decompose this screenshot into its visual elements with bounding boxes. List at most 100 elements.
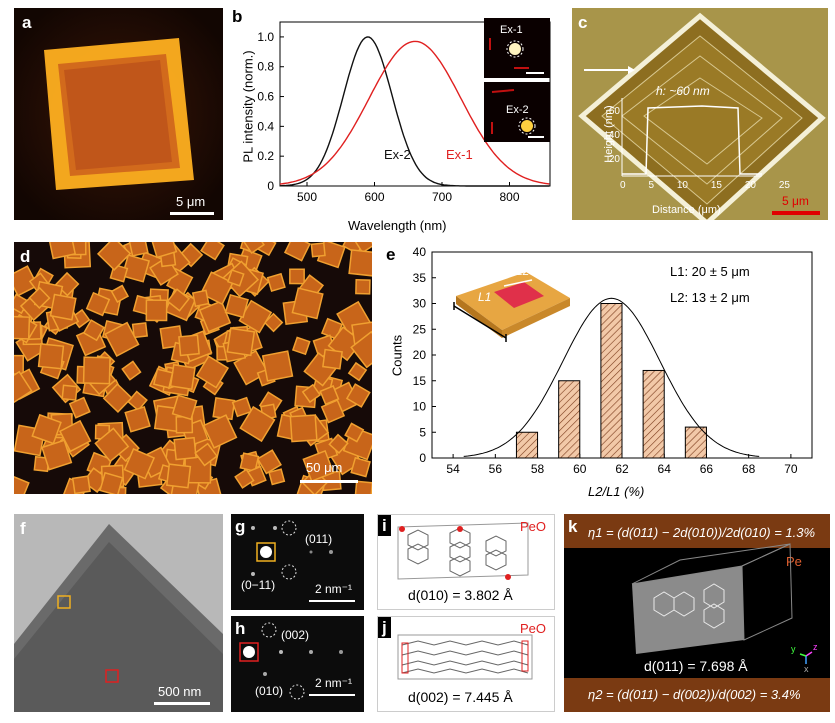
panel-a: a 5 μm xyxy=(14,8,223,220)
x-tick-label: 500 xyxy=(297,190,317,204)
pl-spectrum-chart: 500 600 700 800 0 0.2 0.4 0.6 0.8 1.0 xyxy=(257,21,551,204)
panel-label-h: h xyxy=(235,619,246,638)
panel-label-e: e xyxy=(386,245,396,264)
inset-ex1-label: Ex-1 xyxy=(500,24,523,36)
x-tick-label: 70 xyxy=(784,462,798,476)
y-axis-label: PL intensity (norm.) xyxy=(240,50,256,163)
histogram-bar xyxy=(558,380,581,459)
scale-bar-label: 2 nm⁻¹ xyxy=(315,676,353,690)
scale-bar xyxy=(309,694,355,696)
x-tick-label: 58 xyxy=(531,462,545,476)
panel-g-saed xyxy=(251,520,333,580)
inset-ex1: Ex-1 xyxy=(484,18,550,78)
scale-bar xyxy=(154,702,210,705)
x-axis-label: Wavelength (nm) xyxy=(348,218,447,233)
inset-ex2-label: Ex-2 xyxy=(506,104,529,116)
c-x-axis-label: Distance (μm) xyxy=(652,204,721,216)
series-line-ex-1 xyxy=(279,40,550,185)
panel-c-afm xyxy=(572,8,828,220)
panel-j: j PeO d(002) = 7.445 Å xyxy=(377,616,555,712)
panel-j-structure xyxy=(397,634,533,680)
spot-label-011: (011) xyxy=(305,532,333,546)
panel-label-k: k xyxy=(568,517,578,536)
c-xtick: 15 xyxy=(710,180,722,191)
c-ytick: 20 xyxy=(608,154,620,165)
c-xtick: 5 xyxy=(648,180,654,191)
histogram-bar xyxy=(600,303,623,459)
panel-label-c: c xyxy=(578,13,588,32)
y-tick-label: 0.2 xyxy=(257,149,274,163)
histogram-bar xyxy=(684,426,707,459)
y-tick-label: 5 xyxy=(419,425,426,439)
plot-frame xyxy=(279,21,551,187)
gaussian-fit-line xyxy=(463,297,760,457)
l2-stat: L2: 13 ± 2 μm xyxy=(670,290,750,305)
d-spacing-label: d(002) = 7.445 Å xyxy=(408,689,513,705)
x-tick-label: 700 xyxy=(432,190,452,204)
d-spacing-label: d(010) = 3.802 Å xyxy=(408,587,513,603)
e-y-axis-label: Counts xyxy=(389,334,405,377)
c-y-ticks: 60 40 20 xyxy=(608,100,620,172)
x-tick-label: 54 xyxy=(446,462,460,476)
c-x-ticks: 0 5 10 15 20 25 xyxy=(620,180,790,191)
panel-d: d 50 μm xyxy=(14,242,372,494)
scale-bar xyxy=(170,212,214,215)
c-ytick: 40 xyxy=(608,130,620,141)
inset-l1: L1 xyxy=(478,290,492,304)
eq2-band xyxy=(564,678,830,712)
curve-label-ex2: Ex-2 xyxy=(384,147,411,162)
c-ytick: 60 xyxy=(608,106,620,117)
panel-c: c h: ~60 nm Height (nm) Distance (μm) 60… xyxy=(572,8,828,220)
y-tick-label: 25 xyxy=(413,322,427,336)
y-tick-label: 1.0 xyxy=(257,30,274,44)
x-tick-label: 68 xyxy=(742,462,756,476)
y-tick-label: 30 xyxy=(413,297,427,311)
c-xtick: 25 xyxy=(778,180,790,191)
x-tick-label: 62 xyxy=(615,462,629,476)
molecule-tag: PeO xyxy=(520,621,547,636)
panel-k-structure xyxy=(631,543,813,664)
y-tick-label: 10 xyxy=(413,400,427,414)
series-line-ex-2 xyxy=(279,36,550,187)
panel-b: b 500 600 700 800 0 0.2 0.4 0.6 0.8 1.0 PL intens… xyxy=(228,4,564,236)
spot-label-010: (010) xyxy=(255,684,284,698)
panel-g: g (011) (0−11) 2 nm⁻¹ xyxy=(231,514,364,610)
panel-label-d: d xyxy=(20,247,31,266)
y-tick-label: 0 xyxy=(419,451,426,465)
scale-bar-label: 2 nm⁻¹ xyxy=(315,582,353,596)
strain-eq-2: η2 = (d(011) − d(002))/d(002) = 3.4% xyxy=(588,687,801,702)
x-tick-label: 600 xyxy=(364,190,384,204)
inset-l2: L2 xyxy=(516,264,530,278)
c-xtick: 0 xyxy=(620,180,626,191)
height-annotation: h: ~60 nm xyxy=(656,84,710,98)
molecule-tag: PeO xyxy=(520,519,547,534)
scale-bar-label: 5 μm xyxy=(782,194,809,208)
panel-label-i: i xyxy=(378,515,391,536)
y-tick-label: 15 xyxy=(413,374,427,388)
d-spacing-label: d(011) = 7.698 Å xyxy=(644,658,748,674)
inset-ex2-image xyxy=(491,89,544,138)
c-xtick: 20 xyxy=(744,180,756,191)
histogram-bar xyxy=(642,369,665,459)
x-tick-label: 56 xyxy=(489,462,503,476)
inset-ex2: Ex-2 xyxy=(484,82,550,142)
panel-label-f: f xyxy=(20,519,26,538)
panel-label-b: b xyxy=(232,7,243,26)
inset-ex1-image xyxy=(489,38,544,74)
panel-f-tem xyxy=(14,514,223,712)
scale-bar xyxy=(309,600,355,602)
l1-stat: L1: 20 ± 5 μm xyxy=(670,264,750,279)
scale-bar-label: 50 μm xyxy=(306,460,343,475)
c-xtick: 10 xyxy=(676,180,688,191)
panel-i-structure xyxy=(397,522,529,580)
panel-label-a: a xyxy=(22,13,32,32)
y-tick-label: 0 xyxy=(267,179,274,193)
panel-e: e 54 56 58 60 62 64 66 68 70 0 5 10 15 20 25 30 35 40 Cou… xyxy=(380,242,830,504)
x-tick-label: 64 xyxy=(658,462,672,476)
y-tick-label: 0.6 xyxy=(257,90,274,104)
panel-f: f 500 nm xyxy=(14,514,223,712)
panel-k: k η1 = (d(011) − 2d(010))/2d(010) = 1.3%… xyxy=(564,514,830,712)
panel-i: i PeO d(010) = 3.802 Å xyxy=(377,514,555,610)
y-tick-label: 0.4 xyxy=(257,119,274,133)
y-tick-label: 40 xyxy=(413,245,427,259)
